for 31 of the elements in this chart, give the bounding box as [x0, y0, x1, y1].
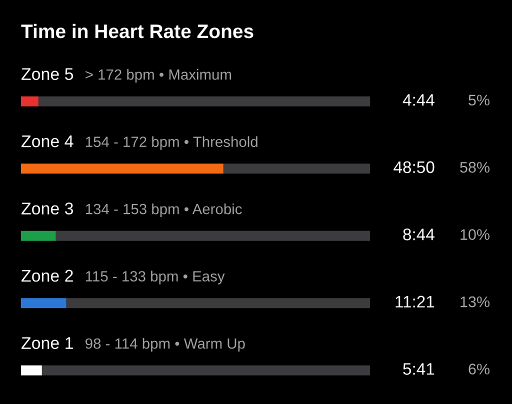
bar [21, 164, 224, 174]
annotation: 154 - 172 bpm • Threshold [86, 136, 258, 150]
bar [21, 298, 66, 308]
y-tick-label: Zone 2 [22, 270, 73, 282]
bar [21, 96, 38, 106]
text: 8:44 [403, 228, 434, 240]
bar [38, 96, 370, 106]
bar [66, 298, 370, 308]
text: 5:41 [403, 363, 434, 375]
data-label: 6% [468, 364, 490, 374]
annotation: 98 - 114 bpm • Warm Up [86, 338, 245, 352]
bar [223, 164, 370, 174]
bar [42, 365, 370, 376]
y-tick-label: Zone 1 [22, 337, 73, 350]
y-tick-label: Zone 5 [22, 68, 74, 80]
text: 48:50 [394, 161, 434, 174]
annotation: > 172 bpm • Maximum [86, 68, 231, 83]
annotation: 115 - 133 bpm • Easy [86, 270, 225, 284]
text: 4:44 [402, 94, 434, 106]
data-label: 5% [468, 94, 490, 106]
bar [21, 230, 56, 241]
bar [56, 230, 370, 241]
data-label: 58% [460, 162, 490, 173]
text: 11:21 [396, 296, 434, 308]
y-tick-label: Zone 4 [22, 135, 74, 148]
y-tick-label: Zone 3 [22, 202, 74, 215]
bar [21, 365, 42, 376]
data-label: 13% [460, 296, 490, 308]
data-label: 10% [460, 229, 490, 240]
annotation: 134 - 153 bpm • Aerobic [86, 203, 242, 218]
chart-title: Time in Heart Rate Zones [21, 24, 254, 38]
